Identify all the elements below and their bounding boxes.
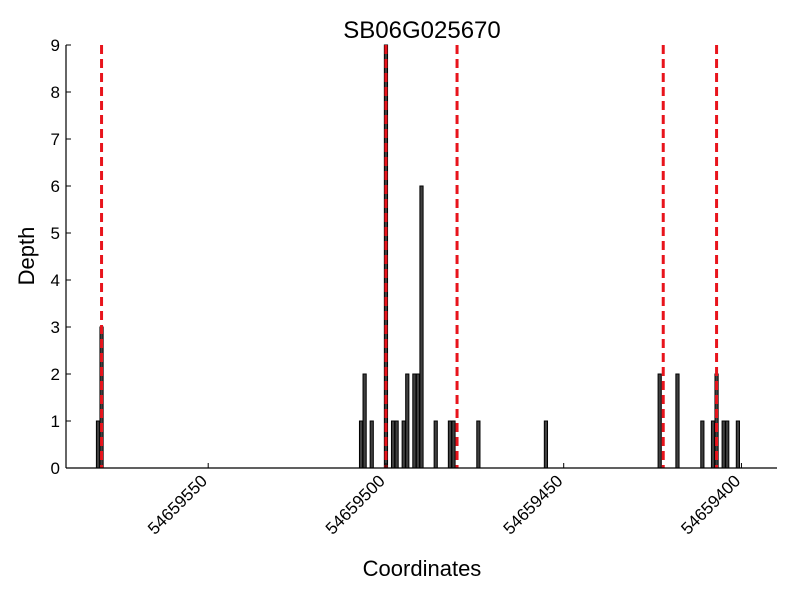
- y-tick-label: 6: [51, 177, 60, 196]
- marker-lines-layer: [100, 45, 719, 468]
- depth-bar: [394, 420, 399, 469]
- y-tick-label: 4: [51, 271, 60, 290]
- depth-bar: [657, 373, 662, 469]
- depth-bar: [362, 373, 367, 469]
- depth-bar: [95, 420, 101, 469]
- x-axis-ticks: 54659550 54659500 54659450 54659400: [144, 463, 744, 538]
- y-axis-label: Depth: [14, 227, 39, 286]
- y-tick-label: 0: [51, 459, 60, 478]
- x-tick-label: 54659550: [144, 471, 211, 538]
- depth-bar: [369, 420, 374, 469]
- depth-bar: [419, 185, 424, 469]
- y-tick-label: 8: [51, 83, 60, 102]
- depth-bar: [700, 420, 705, 469]
- y-tick-label: 5: [51, 224, 60, 243]
- y-tick-label: 1: [51, 412, 60, 431]
- y-axis-ticks: 0 1 2 3 4 5 6 7 8 9: [51, 36, 71, 478]
- depth-bar: [725, 420, 730, 469]
- y-tick-label: 3: [51, 318, 60, 337]
- y-tick-label: 9: [51, 36, 60, 55]
- x-tick-label: 54659500: [322, 471, 389, 538]
- depth-bar: [358, 420, 364, 469]
- depth-bar: [675, 373, 680, 469]
- chart-title: SB06G025670: [343, 17, 500, 44]
- x-tick-label: 54659450: [500, 471, 567, 538]
- depth-bar: [390, 420, 396, 469]
- x-axis-label: Coordinates: [363, 556, 482, 581]
- y-tick-label: 2: [51, 365, 60, 384]
- depth-bar: [405, 373, 410, 469]
- axes-frame: [65, 45, 777, 469]
- depth-bar: [476, 420, 481, 469]
- x-tick-label: 54659400: [677, 471, 744, 538]
- y-tick-label: 7: [51, 130, 60, 149]
- depth-bar: [721, 420, 726, 469]
- depth-bar: [451, 420, 456, 469]
- depth-bar: [447, 420, 453, 469]
- depth-bar: [415, 373, 421, 469]
- depth-bar: [710, 420, 716, 469]
- depth-bar: [401, 420, 406, 469]
- depth-bar: [543, 420, 549, 469]
- depth-bar: [735, 420, 740, 469]
- depth-bar: [433, 420, 438, 469]
- depth-bar: [412, 373, 417, 469]
- bars-layer: [95, 44, 740, 469]
